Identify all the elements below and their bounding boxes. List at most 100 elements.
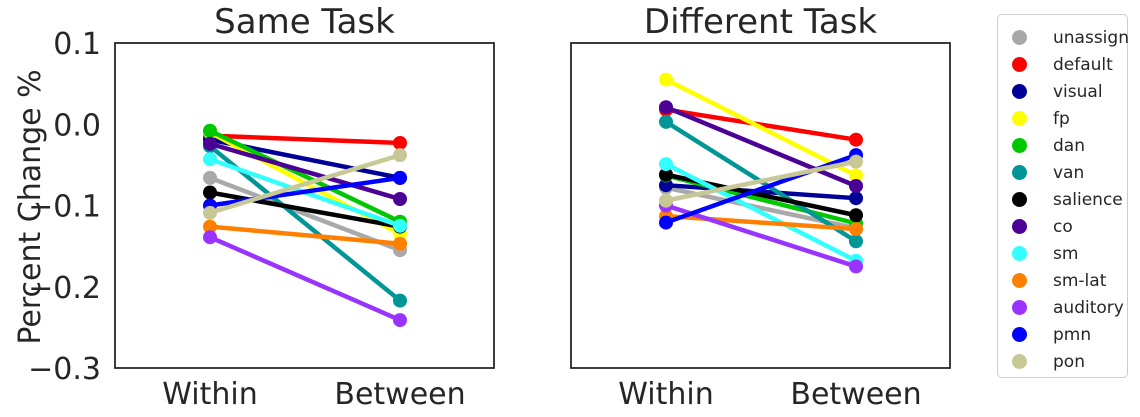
data-point [393, 313, 407, 328]
y-tick-label: 0.1 [53, 27, 101, 62]
legend-label: van [1053, 162, 1085, 183]
legend-marker [1012, 111, 1027, 126]
legend-item-co: co [1012, 213, 1073, 240]
data-point [849, 234, 863, 249]
series-line [207, 152, 403, 216]
series-line [207, 133, 403, 146]
data-point [659, 157, 673, 172]
y-tick-label: −0.1 [28, 190, 101, 225]
legend-marker [1012, 57, 1027, 72]
series-sm-lat [203, 219, 407, 251]
legend-label: pon [1053, 351, 1085, 372]
x-tick-label: Within [618, 377, 713, 412]
data-point [203, 152, 217, 167]
series-fp [659, 72, 863, 183]
series-auditory [203, 230, 407, 328]
series-pon [659, 154, 863, 208]
series-line [663, 213, 859, 232]
data-point [659, 72, 673, 87]
panel-title: Different Task [644, 2, 877, 42]
legend-marker [1012, 84, 1027, 99]
legend-label: visual [1053, 81, 1103, 102]
data-point [659, 178, 673, 193]
series-line [663, 104, 859, 189]
data-point [203, 185, 217, 200]
legend-label: sm-lat [1053, 270, 1107, 291]
legend-marker [1012, 192, 1027, 207]
legend-marker [1012, 300, 1027, 315]
data-point [849, 222, 863, 237]
legend-item-dan: dan [1012, 132, 1085, 159]
legend-item-visual: visual [1012, 78, 1103, 105]
legend-label: default [1053, 54, 1113, 75]
legend-marker [1012, 246, 1027, 261]
plot-frame [114, 42, 495, 369]
series-line [663, 107, 859, 142]
legend-marker [1012, 273, 1027, 288]
series-line [207, 190, 403, 229]
data-point [393, 192, 407, 206]
plot-frame [570, 42, 951, 369]
series-line [207, 224, 403, 246]
legend-item-pon: pon [1012, 348, 1085, 375]
legend-item-salience: salience [1012, 186, 1123, 213]
legend: unassign default visual fp dan van salience co s… [997, 14, 1129, 378]
data-point [659, 167, 673, 182]
series-line [207, 175, 403, 253]
legend-item-sm-lat: sm-lat [1012, 267, 1106, 294]
data-point [203, 170, 217, 185]
y-tick-label: −0.2 [28, 271, 101, 306]
legend-item-unassign: unassign [1012, 24, 1129, 51]
data-point [849, 191, 863, 206]
series-co [203, 136, 407, 206]
data-point [849, 179, 863, 193]
panel-1: Same Task 0.1 0.0 −0.1 −0.2 −0.3 Within Between [28, 2, 495, 412]
data-point [659, 114, 673, 129]
legend-item-fp: fp [1012, 105, 1070, 132]
panel-title: Same Task [214, 2, 395, 42]
series-co [659, 100, 863, 193]
legend-item-pmn: pmn [1012, 321, 1091, 348]
legend-marker [1012, 354, 1027, 369]
series-default [659, 102, 863, 147]
data-point [393, 135, 407, 150]
data-point [393, 218, 407, 233]
series-line [663, 161, 859, 263]
legend-label: sm [1053, 243, 1079, 264]
legend-marker [1012, 30, 1027, 45]
series-line [663, 159, 859, 203]
data-point [849, 168, 863, 183]
series-pon [203, 148, 407, 220]
series-line [207, 128, 403, 224]
x-tick-label: Within [162, 377, 257, 412]
legend-item-auditory: auditory [1012, 294, 1124, 321]
series-visual [659, 178, 863, 206]
y-tick-label: 0.0 [53, 108, 101, 143]
legend-label: dan [1053, 135, 1085, 156]
data-point [393, 148, 407, 163]
x-tick-label: Between [334, 377, 465, 412]
data-point [203, 205, 217, 220]
data-point [203, 123, 217, 138]
data-point [659, 193, 673, 208]
data-point [393, 236, 407, 251]
panel-2: Different Task Within Between [570, 2, 951, 412]
data-point [393, 293, 407, 308]
data-point [203, 219, 217, 234]
series-line [663, 203, 859, 269]
series-line [663, 77, 859, 178]
legend-label: salience [1053, 189, 1123, 210]
data-point [203, 136, 217, 151]
legend-label: fp [1053, 108, 1070, 129]
y-tick-label: −0.3 [28, 352, 101, 387]
legend-item-van: van [1012, 159, 1084, 186]
legend-item-sm: sm [1012, 240, 1078, 267]
legend-label: unassign [1053, 27, 1129, 48]
legend-marker [1012, 219, 1027, 234]
data-point [659, 100, 673, 115]
data-point [849, 132, 863, 147]
data-point [849, 259, 863, 274]
data-point [659, 215, 673, 230]
legend-marker [1012, 138, 1027, 153]
